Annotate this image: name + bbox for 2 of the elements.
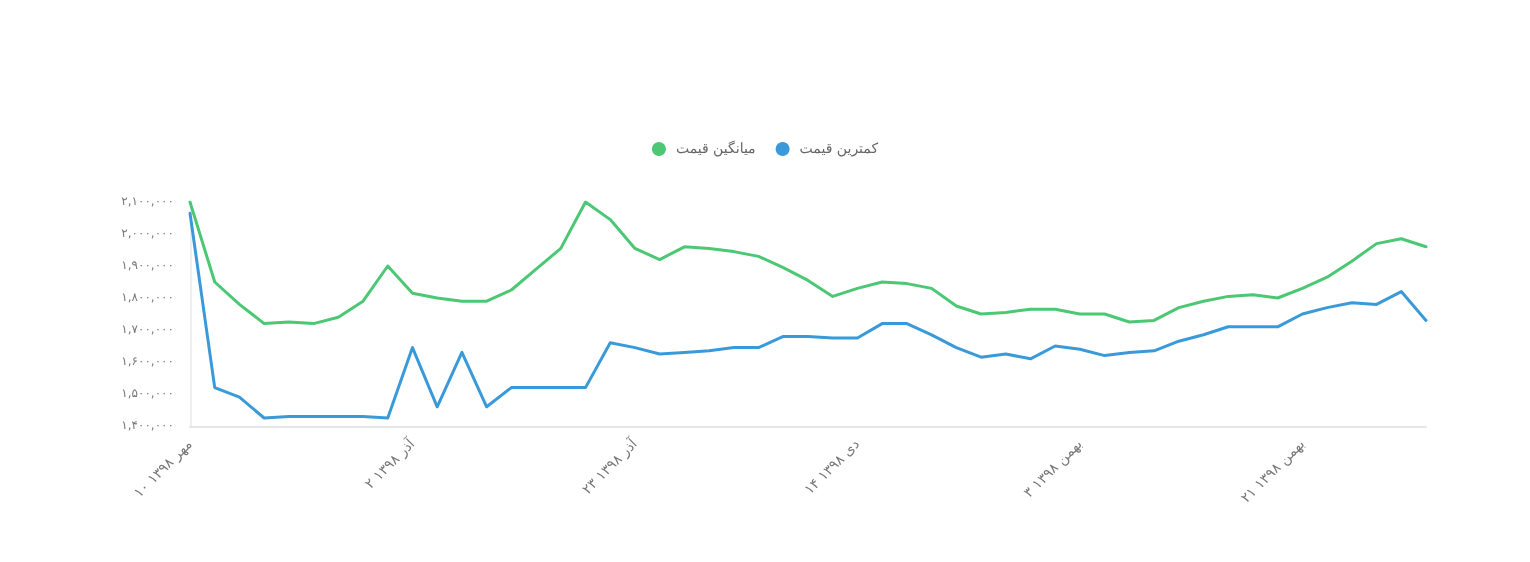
line-series xyxy=(188,200,1428,326)
line-series xyxy=(188,211,1428,420)
